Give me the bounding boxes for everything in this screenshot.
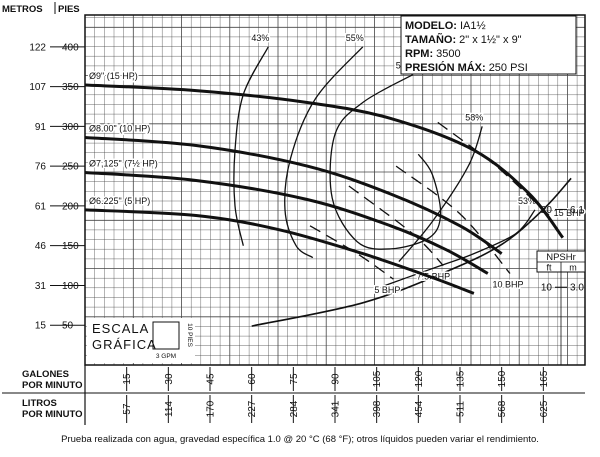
x-tick-label-lpm: 568: [497, 400, 508, 417]
plot-frame: [84, 14, 586, 366]
x-tick-label-gpm: 105: [372, 370, 383, 387]
impeller-curve: [84, 208, 475, 295]
efficiency-label: 55%: [346, 33, 364, 43]
y-tick-label-feet: 50: [62, 321, 74, 332]
info-box: MODELO: IA1½ TAMAÑO: 2" x 1½" x 9" RPM: 350…: [400, 15, 577, 75]
npshr-axis: NPSHr ft m 10 3.0 20 6.1: [536, 205, 586, 365]
efficiency-curve: [398, 126, 483, 263]
y-tick-label-meters: 46: [35, 241, 47, 252]
efficiency-curve: [329, 74, 442, 250]
x-tick-label-lpm: 284: [289, 400, 300, 417]
y-tick-label-feet: 250: [62, 162, 79, 173]
x-tick-label-lpm: 170: [206, 400, 217, 417]
y-tick-label-feet: 200: [62, 201, 79, 212]
model-label: MODELO:: [405, 20, 457, 32]
y-tick-label-feet: 400: [62, 42, 79, 53]
info-box-frame: [400, 15, 577, 75]
x-tick-label-gpm: 15: [122, 373, 133, 385]
pressure-value: 250 PSI: [489, 62, 528, 74]
npshr-unit-ft: ft: [546, 263, 552, 273]
efficiency-curve: [284, 46, 364, 259]
x-tick-label-lpm: 341: [331, 400, 342, 417]
npshr-title: NPSHr: [546, 252, 576, 263]
scale-box-title-2: GRÁFICA: [92, 337, 157, 352]
x-tick-label-gpm: 30: [164, 373, 175, 385]
y-axis-ticks: 15 50 31 100 46 150 61 200 76 250 91 300 107 350 122 40…: [29, 42, 85, 332]
rpm-value: 3500: [436, 48, 460, 60]
x-tick-label-lpm: 625: [539, 400, 550, 417]
x-tick-label-gpm: 120: [414, 370, 425, 387]
efficiency-label: 58%: [465, 112, 483, 122]
svg-text:TAMAÑO:2" x 1½" x 9": TAMAÑO: 2" x 1½" x 9": [405, 33, 522, 46]
x-tick-label-lpm: 57: [122, 403, 133, 415]
impeller-label: Ø7,125" (7½ HP): [89, 159, 158, 169]
y-tick-label-meters: 91: [35, 122, 47, 133]
svg-text:RPM:3500: RPM: 3500: [405, 48, 461, 60]
x-tick-label-gpm: 135: [456, 370, 467, 387]
y-tick-label-feet: 100: [62, 281, 79, 292]
x-tick-label-lpm: 114: [164, 401, 175, 417]
npshr-tick-label-ft: 10: [541, 283, 553, 294]
y-tick-label-meters: 31: [35, 281, 47, 292]
scale-box-title-1: ESCALA: [92, 321, 149, 336]
y-tick-label-meters: 122: [29, 42, 46, 53]
npshr-ticks: 10 3.0 20 6.1: [541, 205, 584, 294]
svg-text:PRESIÓN MÁX:250 PSI: PRESIÓN MÁX: 250 PSI: [405, 61, 528, 74]
x-axis-title-gpm-line1: GALONES: [22, 369, 69, 380]
x-tick-label-gpm: 75: [289, 373, 300, 385]
model-value: IA1½: [460, 20, 486, 32]
bhp-label: 5 BHP: [374, 285, 400, 295]
x-axis-title-gpm-line2: POR MINUTO: [22, 380, 83, 391]
scale-box: ESCALA GRÁFICA 10 PIES 3 GPM: [87, 318, 195, 363]
svg-text:MODELO:IA1½: MODELO: IA1½: [405, 20, 486, 32]
x-tick-label-lpm: 398: [372, 400, 383, 417]
x-tick-label-lpm: 227: [247, 400, 258, 417]
npshr-tick-label-m: 6.1: [570, 205, 584, 216]
impeller-label: Ø6.225" (5 HP): [89, 196, 150, 206]
impeller-label: Ø8.00" (10 HP): [89, 124, 150, 134]
size-value: 2" x 1½" x 9": [459, 34, 522, 46]
efficiency-label: 43%: [251, 33, 269, 43]
y-tick-label-meters: 61: [35, 201, 47, 212]
y-tick-label-meters: 76: [35, 162, 47, 173]
impeller-label: Ø9" (15 HP): [89, 71, 138, 81]
y-tick-label-meters: 15: [35, 321, 47, 332]
y-tick-label-feet: 300: [62, 122, 79, 133]
y-axis-title-meters: METROS: [2, 4, 43, 15]
rpm-label: RPM:: [405, 48, 433, 60]
bhp-label: 10 BHP: [492, 280, 523, 290]
x-tick-label-lpm: 454: [414, 400, 425, 417]
size-label: TAMAÑO:: [405, 33, 456, 46]
npshr-unit-m: m: [569, 263, 577, 273]
bhp-curve: [395, 165, 511, 274]
scale-box-square: [152, 321, 180, 350]
impeller-curve: [84, 83, 565, 239]
pressure-label: PRESIÓN MÁX:: [405, 61, 486, 74]
x-axis-title-lpm-line2: POR MINUTO: [22, 409, 83, 420]
x-axis-title-lpm-line1: LITROS: [22, 398, 57, 409]
x-tick-label-gpm: 165: [539, 370, 550, 387]
scale-box-side-label: 10 PIES: [186, 323, 193, 348]
impeller-curve: [84, 136, 503, 255]
npshr-tick-label-m: 3.0: [570, 283, 584, 294]
scale-box-bottom-label: 3 GPM: [156, 353, 176, 360]
footer-note: Prueba realizada con agua, gravedad espe…: [61, 434, 539, 445]
y-tick-label-feet: 350: [62, 82, 79, 93]
scale-box-background: [87, 318, 195, 363]
x-tick-label-gpm: 45: [206, 373, 217, 385]
npshr-tick-label-ft: 20: [541, 205, 553, 216]
y-tick-label-meters: 107: [29, 82, 46, 93]
x-tick-label-gpm: 150: [497, 370, 508, 387]
x-tick-label-lpm: 511: [456, 401, 467, 417]
x-tick-label-gpm: 60: [247, 373, 258, 385]
x-tick-label-gpm: 90: [331, 373, 342, 385]
y-tick-label-feet: 150: [62, 241, 79, 252]
efficiency-curve: [384, 209, 536, 287]
y-axis-title-feet: PIES: [58, 4, 80, 15]
impeller-curve: [84, 171, 489, 275]
